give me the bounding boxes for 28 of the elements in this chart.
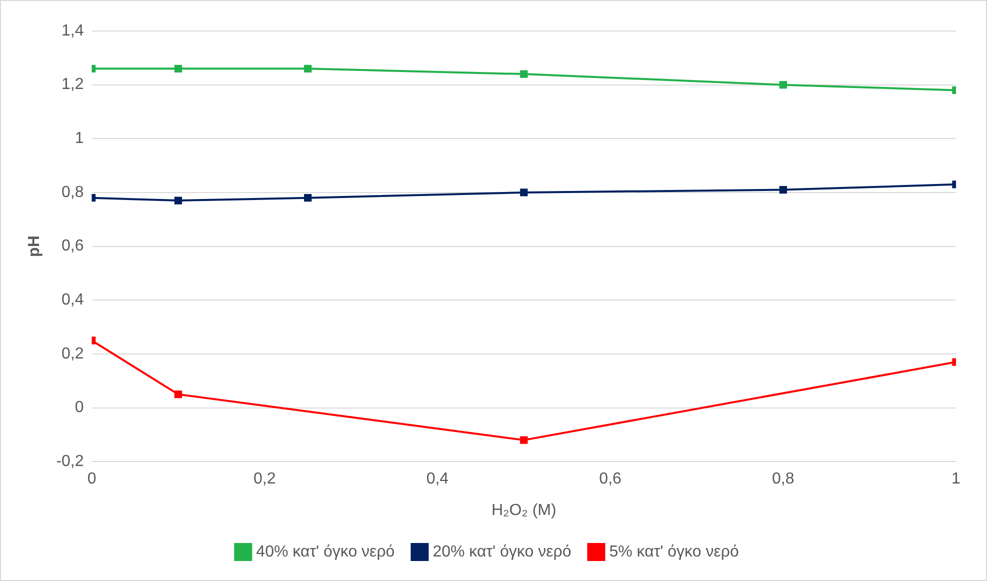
legend-label: 20% κατ' όγκο νερό (432, 543, 572, 560)
point (304, 194, 312, 202)
point (174, 64, 182, 73)
point (779, 186, 787, 194)
x-tick-label: 0,4 (426, 470, 449, 488)
x-tick-label: 0,6 (599, 470, 622, 488)
x-tick-label: 0,2 (253, 470, 276, 488)
legend-label: 40% κατ' όγκο νερό (256, 543, 395, 560)
x-tick-label: 0 (87, 470, 96, 488)
y-tick-label: 0,8 (62, 184, 84, 201)
y-tick-label: 1,2 (62, 76, 84, 94)
legend-label: 5% κατ' όγκο νερό (609, 543, 739, 560)
y-tick-label: 0 (74, 399, 84, 416)
y-tick-label: 1 (74, 130, 84, 148)
y-tick-label: -0,2 (56, 453, 84, 470)
y-tick-label: 0,6 (62, 238, 84, 255)
x-tick-label: 1 (952, 470, 961, 488)
point (520, 188, 528, 196)
y-tick-label: 1,4 (62, 22, 84, 40)
point (520, 70, 528, 78)
y-tick-label: 0,4 (62, 292, 84, 309)
x-tick-label: 0,8 (772, 470, 794, 488)
point (304, 64, 312, 73)
point (174, 196, 182, 204)
x-axis-title: H₂O₂ (M) (491, 502, 556, 519)
y-axis-title: pH (26, 236, 44, 257)
y-tick-label: 0,2 (62, 345, 84, 362)
point (779, 80, 787, 89)
